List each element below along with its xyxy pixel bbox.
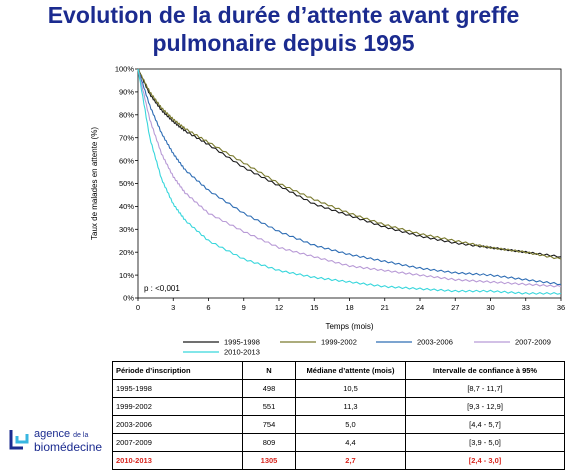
cell-median: 11,3 bbox=[295, 397, 406, 416]
y-tick-label: 20% bbox=[119, 248, 134, 257]
y-tick-label: 0% bbox=[123, 294, 134, 303]
series-line-2003-2006 bbox=[137, 68, 562, 286]
series-line-1995-1998 bbox=[137, 68, 562, 258]
cell-median: 4,4 bbox=[295, 433, 406, 452]
cell-ci: [3,9 - 5,0] bbox=[405, 433, 565, 452]
cell-median: 5,0 bbox=[295, 415, 406, 434]
logo-word-agence: agence bbox=[34, 428, 71, 440]
survival-chart: 0%10%20%30%40%50%60%70%80%90%100%0 3 6 9 12 1… bbox=[90, 65, 565, 357]
x-tick-label: 36 bbox=[557, 303, 565, 312]
y-tick-label: 70% bbox=[119, 133, 134, 142]
legend-label: 1995-1998 bbox=[224, 338, 260, 347]
column-header-n: N bbox=[242, 361, 296, 380]
cell-ci: [9,3 - 12,9] bbox=[405, 397, 565, 416]
legend-label: 1999-2002 bbox=[321, 338, 357, 347]
series-line-2010-2013 bbox=[137, 68, 562, 295]
y-axis-title: Taux de malades en attente (%) bbox=[90, 127, 99, 240]
x-tick-label: 9 bbox=[242, 303, 246, 312]
cell-n: 809 bbox=[242, 433, 296, 452]
cell-n: 754 bbox=[242, 415, 296, 434]
cell-ci: [8,7 - 11,7] bbox=[405, 379, 565, 398]
p-value-annotation: p : <0,001 bbox=[144, 284, 180, 293]
slide-title: Evolution de la durée d’attente avant gr… bbox=[0, 1, 567, 57]
x-tick-label: 12 bbox=[275, 303, 283, 312]
y-tick-label: 90% bbox=[119, 88, 134, 97]
cell-n: 498 bbox=[242, 379, 296, 398]
plot-frame bbox=[137, 68, 562, 299]
logo-text-line2: biomédecine bbox=[34, 440, 103, 454]
legend-label: 2003-2006 bbox=[417, 338, 453, 347]
x-tick-label: 27 bbox=[451, 303, 459, 312]
cell-period: 1999-2002 bbox=[112, 397, 243, 416]
cell-period: 2007-2009 bbox=[112, 433, 243, 452]
slide-title-line2: pulmonaire depuis 1995 bbox=[152, 30, 415, 56]
series-line-1999-2002 bbox=[137, 68, 562, 260]
legend-label: 2007-2009 bbox=[515, 338, 551, 347]
cell-median: 10,5 bbox=[295, 379, 406, 398]
table-row: 1995-1998 498 10,5 [8,7 - 11,7] bbox=[112, 379, 565, 398]
y-tick-label: 40% bbox=[119, 202, 134, 211]
table-row: 2007-2009 809 4,4 [3,9 - 5,0] bbox=[112, 433, 565, 452]
column-header-period: Période d’inscription bbox=[112, 361, 243, 380]
x-tick-label: 18 bbox=[345, 303, 353, 312]
table-header-row: Période d’inscription N Médiane d’attent… bbox=[112, 361, 565, 380]
agence-biomedecine-logo: agence de la biomédecine bbox=[8, 425, 108, 457]
x-tick-label: 33 bbox=[522, 303, 530, 312]
legend-label: 2010-2013 bbox=[224, 348, 260, 357]
cell-period: 2003-2006 bbox=[112, 415, 243, 434]
logo-text-line1: agence de la bbox=[34, 428, 88, 442]
x-tick-label: 24 bbox=[416, 303, 424, 312]
y-tick-label: 10% bbox=[119, 271, 134, 280]
y-tick-label: 30% bbox=[119, 225, 134, 234]
column-header-ci: Intervalle de confiance à 95% bbox=[405, 361, 565, 380]
x-axis-title: Temps (mois) bbox=[325, 322, 373, 331]
x-tick-label: 0 bbox=[136, 303, 140, 312]
x-tick-label: 30 bbox=[486, 303, 494, 312]
x-tick-label: 21 bbox=[381, 303, 389, 312]
column-header-median: Médiane d’attente (mois) bbox=[295, 361, 406, 380]
y-tick-label: 60% bbox=[119, 156, 134, 165]
x-tick-label: 15 bbox=[310, 303, 318, 312]
series-line-2007-2009 bbox=[137, 68, 562, 288]
y-tick-label: 50% bbox=[119, 179, 134, 188]
cell-n: 551 bbox=[242, 397, 296, 416]
waiting-time-table: Période d’inscription N Médiane d’attent… bbox=[112, 361, 565, 470]
logo-mark-icon bbox=[9, 430, 29, 450]
table-row: 2003-2006 754 5,0 [4,4 - 5,7] bbox=[112, 415, 565, 434]
logo-word-de-la: de la bbox=[73, 432, 89, 439]
x-tick-label: 3 bbox=[171, 303, 175, 312]
y-tick-label: 80% bbox=[119, 111, 134, 120]
table-row: 1999-2002 551 11,3 [9,3 - 12,9] bbox=[112, 397, 565, 416]
slide-title-line1: Evolution de la durée d’attente avant gr… bbox=[47, 2, 520, 28]
cell-ci: [4,4 - 5,7] bbox=[405, 415, 565, 434]
x-tick-label: 6 bbox=[206, 303, 210, 312]
y-tick-label: 100% bbox=[115, 65, 135, 74]
cell-period: 1995-1998 bbox=[112, 379, 243, 398]
